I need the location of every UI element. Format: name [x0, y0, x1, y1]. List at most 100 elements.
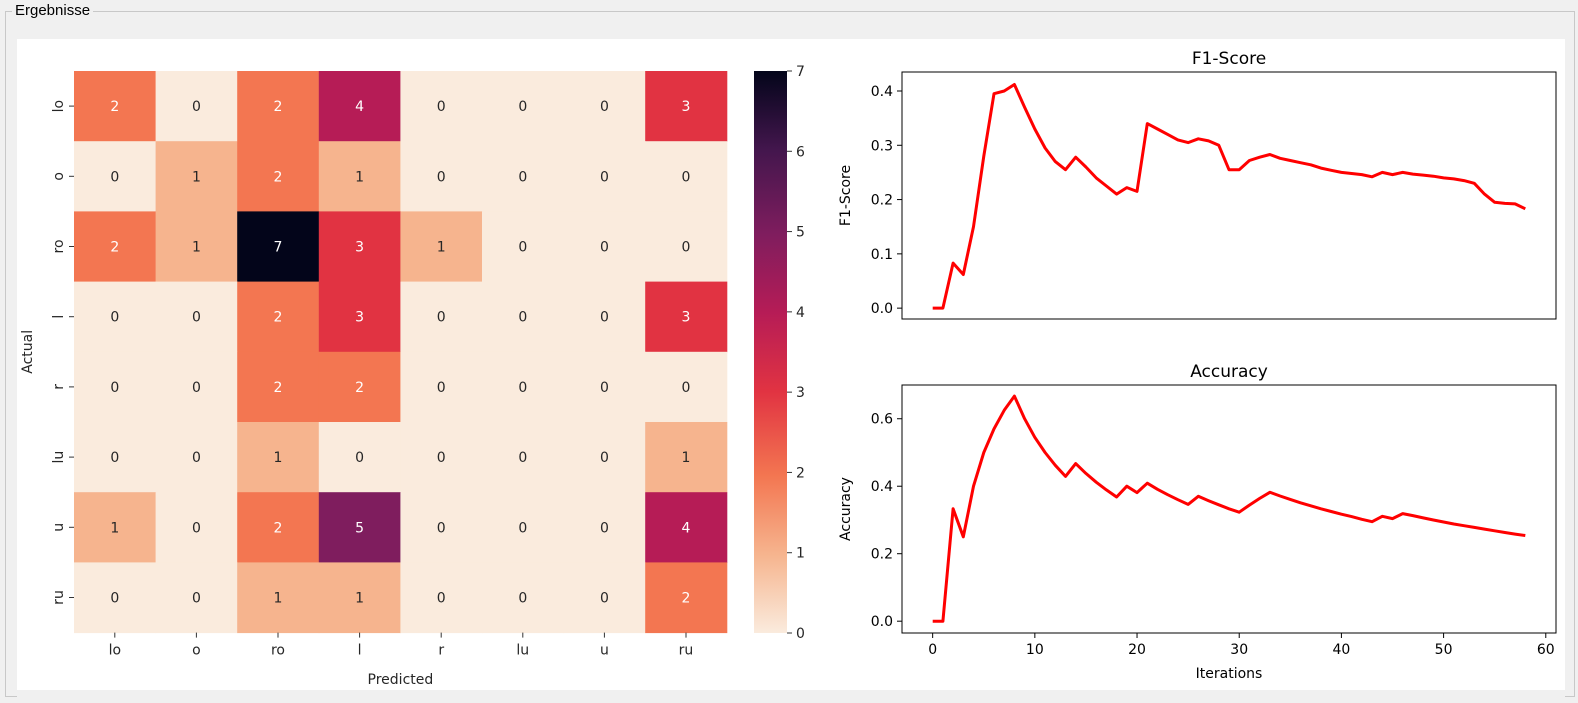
y-tick-label: lu	[51, 451, 67, 464]
heatmap-cell	[318, 351, 401, 423]
heatmap-cell-label: 1	[110, 520, 119, 536]
heatmap-cell	[237, 281, 320, 353]
heatmap-cell-label: 2	[274, 380, 283, 396]
plots-svg: 2 0 2 4 0 0 0 30 1 2 1 0 0 0 02 1 7 3 1 0 0 00 0 2 3 0 0 0 30 0 2 2 0 0 0 0…	[20, 49, 1557, 688]
y-tick-label: ro	[51, 239, 67, 253]
heatmap-cell-label: 0	[600, 310, 609, 326]
heatmap-cell	[74, 141, 157, 212]
heatmap-cell	[318, 141, 401, 212]
heatmap-cell-label: 0	[518, 240, 527, 256]
heatmap-cell-label: 5	[355, 520, 364, 536]
y-tick-label: 0.3	[871, 138, 893, 154]
heatmap-cell-label: 0	[682, 169, 691, 185]
y-tick-label: 0.4	[871, 479, 893, 495]
heatmap-cell	[318, 492, 401, 563]
colorbar-tick-label: 4	[796, 305, 805, 321]
heatmap-cell-label: 2	[110, 99, 119, 115]
heatmap-cell-label: 3	[682, 99, 691, 115]
heatmap-xlabel: Predicted	[368, 672, 434, 688]
heatmap-cell	[563, 562, 646, 634]
heatmap-cell	[400, 141, 483, 212]
heatmap-cell-label: 0	[600, 591, 609, 607]
y-tick-label: lo	[51, 100, 67, 112]
heatmap-cell-label: 2	[274, 310, 283, 326]
heatmap-ylabel: Actual	[20, 330, 36, 374]
heatmap-cell	[237, 422, 320, 493]
heatmap-cell	[155, 211, 238, 283]
heatmap-cell	[563, 492, 646, 563]
heatmap-cell-label: 2	[110, 240, 119, 256]
heatmap-cell	[237, 562, 320, 634]
heatmap-cell	[74, 492, 157, 563]
heatmap-cell	[318, 422, 401, 493]
heatmap-cell-label: 2	[274, 520, 283, 536]
x-tick-label: 50	[1435, 642, 1453, 658]
heatmap-cell-label: 0	[518, 310, 527, 326]
heatmap-cell	[645, 211, 728, 283]
heatmap-cell	[645, 141, 728, 212]
heatmap-cell-label: 0	[518, 520, 527, 536]
heatmap-cell-label: 0	[110, 310, 119, 326]
heatmap-cell	[237, 71, 320, 142]
y-tick-label: 0.4	[871, 84, 893, 100]
heatmap-cell	[237, 492, 320, 563]
series-line	[932, 394, 1526, 623]
plot-title: F1-Score	[1192, 49, 1266, 69]
heatmap-cell-label: 3	[355, 240, 364, 256]
heatmap-cell	[482, 351, 565, 423]
y-tick-label: 0.0	[871, 614, 893, 630]
heatmap-cell-label: 7	[274, 240, 283, 256]
y-tick-label: o	[51, 172, 67, 181]
heatmap-cell-label: 0	[437, 310, 446, 326]
x-tick-label: ro	[271, 643, 285, 659]
heatmap-cell	[645, 281, 728, 353]
x-tick-label: ru	[679, 643, 694, 659]
y-tick-label: u	[51, 523, 67, 532]
heatmap-cell-label: 3	[682, 310, 691, 326]
heatmap-cell	[74, 422, 157, 493]
heatmap-cell	[155, 141, 238, 212]
heatmap-cell	[400, 422, 483, 493]
heatmap-cell-label: 0	[518, 591, 527, 607]
y-tick-label: 0.2	[871, 547, 893, 563]
heatmap-cell	[482, 422, 565, 493]
x-tick-label: 40	[1332, 642, 1350, 658]
series-line	[932, 83, 1526, 310]
heatmap-cell-label: 0	[192, 520, 201, 536]
heatmap-cell	[645, 562, 728, 634]
heatmap-cell-label: 0	[110, 591, 119, 607]
heatmap-cell-label: 0	[518, 380, 527, 396]
colorbar-tick-label: 0	[796, 626, 805, 642]
y-tick-label: r	[51, 384, 67, 390]
colorbar-tick-label: 6	[796, 144, 805, 160]
heatmap-cell	[482, 71, 565, 142]
heatmap-cell-label: 0	[437, 591, 446, 607]
heatmap-cell-label: 0	[192, 450, 201, 466]
heatmap-cell	[400, 562, 483, 634]
heatmap-cell-label: 0	[518, 99, 527, 115]
colorbar-tick-label: 3	[796, 385, 805, 401]
heatmap-cell-label: 0	[682, 240, 691, 256]
x-tick-label: 20	[1128, 642, 1146, 658]
heatmap-cell-label: 0	[437, 520, 446, 536]
x-tick-label: 0	[928, 642, 937, 658]
heatmap-cell-label: 1	[355, 591, 364, 607]
heatmap-cell	[482, 492, 565, 563]
heatmap-cell	[318, 211, 401, 283]
heatmap-cell-label: 0	[518, 169, 527, 185]
heatmap-cell	[645, 492, 728, 563]
heatmap-cell-label: 0	[110, 380, 119, 396]
heatmap-cell-label: 0	[110, 169, 119, 185]
heatmap-cell-label: 0	[355, 450, 364, 466]
heatmap-cell	[74, 562, 157, 634]
heatmap-cell-label: 0	[518, 450, 527, 466]
colorbar-tick-label: 7	[796, 64, 805, 80]
plot-axes-frame	[901, 71, 1557, 320]
heatmap-cell	[563, 71, 646, 142]
heatmap-cell	[318, 71, 401, 142]
heatmap-cell-label: 1	[355, 169, 364, 185]
y-tick-label: ru	[51, 590, 67, 605]
heatmap-cell-label: 0	[437, 99, 446, 115]
x-tick-label: u	[600, 643, 609, 659]
